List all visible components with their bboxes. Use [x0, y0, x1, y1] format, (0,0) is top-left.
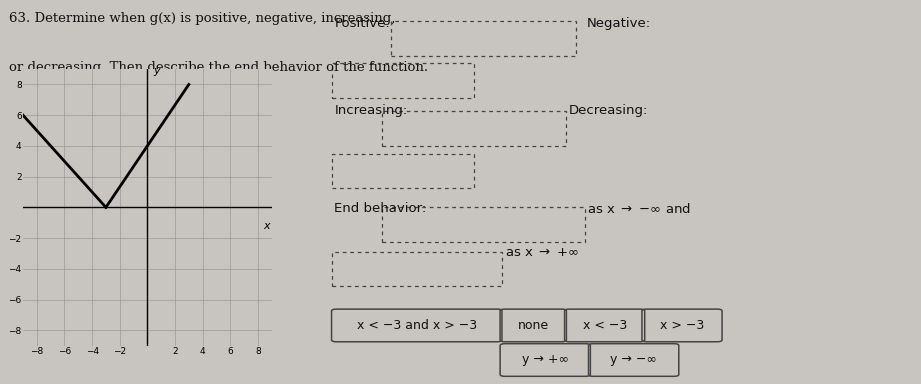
Bar — [332, 252, 502, 286]
Text: Increasing:: Increasing: — [334, 104, 408, 117]
Text: x: x — [262, 221, 270, 231]
Text: End behavior:: End behavior: — [334, 202, 426, 215]
Bar — [332, 154, 474, 188]
Bar — [382, 111, 566, 146]
Bar — [382, 207, 585, 242]
Text: none: none — [518, 319, 549, 332]
Text: x < −3: x < −3 — [582, 319, 627, 332]
Text: Negative:: Negative: — [587, 17, 651, 30]
Text: Positive:: Positive: — [334, 17, 391, 30]
Text: as x $\rightarrow$ $-\infty$ and: as x $\rightarrow$ $-\infty$ and — [587, 202, 691, 215]
Bar — [332, 63, 474, 98]
Text: Decreasing:: Decreasing: — [568, 104, 647, 117]
Text: x < −3 and x > −3: x < −3 and x > −3 — [356, 319, 477, 332]
Text: y → −∞: y → −∞ — [611, 354, 657, 366]
Text: x > −3: x > −3 — [659, 319, 705, 332]
Text: y → +∞: y → +∞ — [522, 354, 568, 366]
Text: 63. Determine when g(x) is positive, negative, increasing,: 63. Determine when g(x) is positive, neg… — [9, 12, 396, 25]
Text: or decreasing. Then describe the end behavior of the function.: or decreasing. Then describe the end beh… — [9, 61, 428, 74]
Text: as x $\rightarrow$ $+\infty$: as x $\rightarrow$ $+\infty$ — [505, 246, 579, 259]
Text: y: y — [154, 66, 160, 76]
Bar — [391, 21, 576, 56]
